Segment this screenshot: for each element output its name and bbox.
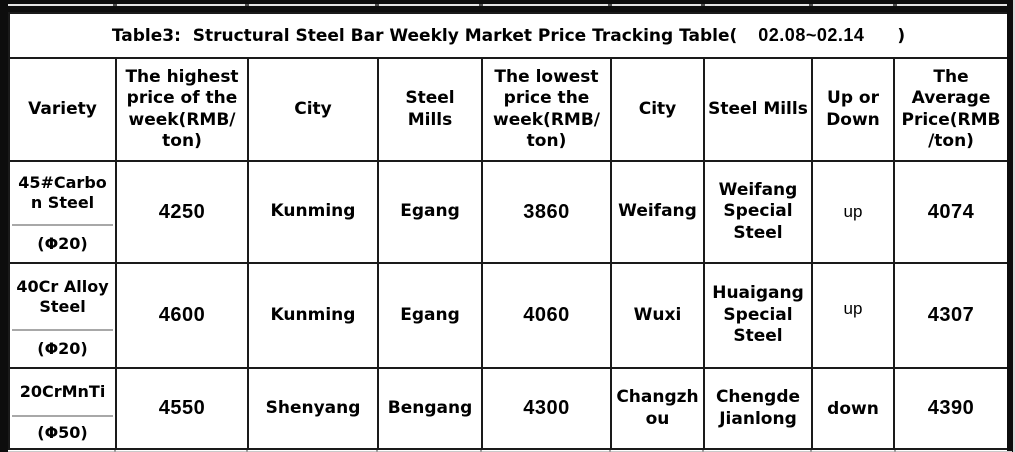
cell-city-lowest: Changzh ou [610, 367, 705, 450]
cell-up-or-down: down [811, 367, 895, 450]
bottom-grid-stub [114, 450, 116, 452]
table-row: 40Cr Alloy Steel (Φ20) 4600 Kunming Egan… [8, 262, 1010, 369]
bottom-grid-stub [376, 450, 378, 452]
cell-highest-price: 4250 [115, 160, 249, 264]
title-cell: Table3: Structural Steel Bar Weekly Mark… [7, 12, 1010, 59]
grid-tick [375, 4, 379, 6]
variety-name: 40Cr Alloy Steel [16, 276, 109, 316]
variety-name: 45#Carbo n Steel [18, 173, 107, 212]
cell-up-or-down: up [811, 160, 895, 264]
variety-name: 20CrMnTi [19, 382, 106, 401]
cell-average-price: 4307 [892, 262, 1010, 369]
grid-tick [809, 4, 813, 6]
cell-city-lowest: Weifang [610, 160, 705, 264]
top-frame-bar [0, 0, 1015, 12]
bottom-grid-stub [480, 450, 482, 452]
grid-tick [245, 4, 249, 6]
left-frame-bar [0, 0, 8, 452]
cell-highest-price: 4550 [115, 367, 249, 450]
bottom-grid-stub [246, 450, 248, 452]
cell-city-highest: Kunming [247, 160, 379, 264]
cell-lowest-price: 3860 [481, 160, 612, 264]
right-frame-bar [1007, 0, 1013, 452]
header-lowest-price: The lowest price the week(RMB/ ton) [481, 57, 612, 162]
cell-steel-mill-highest: Egang [377, 160, 483, 264]
header-city-lowest: City [610, 57, 705, 162]
grid-tick [701, 4, 705, 6]
right-edge-artifact [1013, 0, 1015, 452]
table-title: Table3: Structural Steel Bar Weekly Mark… [111, 25, 738, 46]
table-row: 45#Carbo n Steel (Φ20) 4250 Kunming Egan… [8, 160, 1010, 264]
bottom-grid-stub [609, 450, 611, 452]
header-steel-mills-lowest: Steel Mills [703, 57, 813, 162]
grid-tick [479, 4, 483, 6]
header-up-or-down: Up or Down [811, 57, 895, 162]
table-row: 20CrMnTi (Φ50) 4550 Shenyang Bengang 430… [8, 367, 1010, 450]
cell-variety: 20CrMnTi (Φ50) [8, 367, 117, 450]
cell-highest-price: 4600 [115, 262, 249, 369]
bottom-grid-stub [810, 450, 812, 452]
header-steel-mills-highest: Steel Mills [377, 57, 483, 162]
bottom-grid-stub [894, 450, 896, 452]
header-row: Variety The highest price of the week(RM… [8, 57, 1010, 162]
price-tracking-table: Table3: Structural Steel Bar Weekly Mark… [7, 12, 1010, 450]
cell-average-price: 4390 [892, 367, 1010, 450]
cell-steel-mill-highest: Bengang [377, 367, 483, 450]
cell-steel-mill-lowest: Chengde Jianlong [703, 367, 813, 450]
cell-city-highest: Shenyang [247, 367, 379, 450]
title-closing-paren: ) [897, 25, 906, 46]
variety-spec: (Φ50) [12, 415, 113, 448]
cell-variety: 40Cr Alloy Steel (Φ20) [8, 262, 117, 369]
bottom-grid-stub [702, 450, 704, 452]
cell-steel-mill-lowest: Weifang Special Steel [703, 160, 813, 264]
cell-city-lowest: Wuxi [610, 262, 705, 369]
cell-up-or-down: up [811, 262, 895, 369]
grid-tick [893, 4, 897, 6]
top-gridline-artifact [8, 4, 1010, 6]
variety-spec: (Φ20) [12, 329, 113, 367]
title-row: Table3: Structural Steel Bar Weekly Mark… [7, 12, 1010, 59]
cell-average-price: 4074 [892, 160, 1010, 264]
grid-tick [608, 4, 612, 6]
header-variety: Variety [8, 57, 117, 162]
header-average-price: The Average Price(RMB /ton) [892, 57, 1010, 162]
cell-lowest-price: 4300 [481, 367, 612, 450]
cell-steel-mill-lowest: Huaigang Special Steel [703, 262, 813, 369]
cell-variety: 45#Carbo n Steel (Φ20) [8, 160, 117, 264]
variety-spec: (Φ20) [12, 224, 113, 262]
cell-city-highest: Kunming [247, 262, 379, 369]
tracking-period: 02.08~02.14 [758, 25, 865, 45]
header-highest-price: The highest price of the week(RMB/ ton) [115, 57, 249, 162]
cell-lowest-price: 4060 [481, 262, 612, 369]
cell-steel-mill-highest: Egang [377, 262, 483, 369]
header-city-highest: City [247, 57, 379, 162]
grid-tick [113, 4, 117, 6]
